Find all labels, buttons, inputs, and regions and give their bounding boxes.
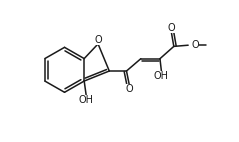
Text: O: O bbox=[125, 84, 133, 94]
Text: O: O bbox=[94, 35, 102, 45]
Text: OH: OH bbox=[154, 71, 169, 81]
Text: O: O bbox=[168, 23, 175, 33]
Text: O: O bbox=[191, 40, 199, 50]
Text: OH: OH bbox=[79, 95, 94, 105]
